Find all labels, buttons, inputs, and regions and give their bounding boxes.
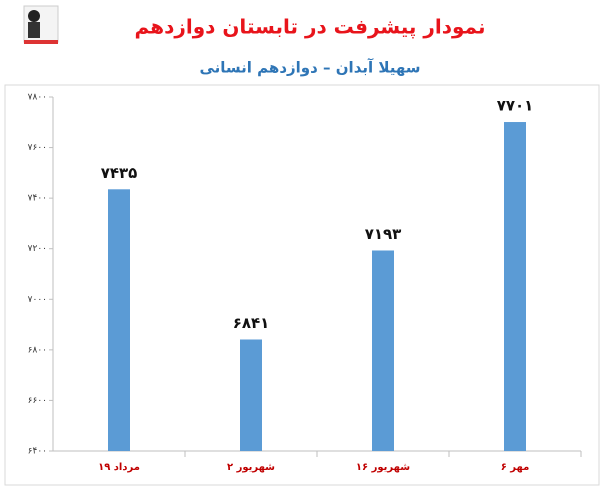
bar	[108, 189, 130, 452]
y-tick-label: ۶۸۰۰	[28, 345, 47, 355]
bar	[372, 250, 394, 451]
chart-subtitle: سهیلا آبدان – دوازدهم انسانی	[199, 59, 420, 77]
x-tick-label: ۱۶ شهریور	[356, 462, 410, 473]
chart-frame	[4, 84, 600, 486]
x-tick-label: ۱۹ مرداد	[98, 462, 140, 473]
y-tick-label: ۷۰۰۰	[28, 295, 47, 305]
y-tick-label: ۷۴۰۰	[28, 194, 47, 204]
y-tick-label: ۶۶۰۰	[28, 396, 47, 406]
bar	[504, 122, 526, 451]
logo	[23, 5, 59, 44]
x-tick-label: ۶ مهر	[501, 462, 530, 473]
x-tick-label: ۲ شهریور	[227, 462, 275, 473]
y-tick-label: ۷۲۰۰	[28, 244, 47, 254]
data-label: ۶۸۴۱	[233, 314, 270, 332]
data-label: ۷۷۰۱	[497, 97, 534, 115]
chart-title: نمودار پیشرفت در تابستان دوازدهم	[135, 15, 486, 40]
data-label: ۷۱۹۳	[365, 225, 402, 243]
bar	[240, 339, 262, 451]
y-tick-label: ۷۶۰۰	[28, 143, 47, 153]
y-tick-label: ۷۸۰۰	[28, 93, 47, 103]
y-tick-label: ۶۴۰۰	[28, 447, 47, 457]
data-label: ۷۴۳۵	[101, 164, 138, 182]
